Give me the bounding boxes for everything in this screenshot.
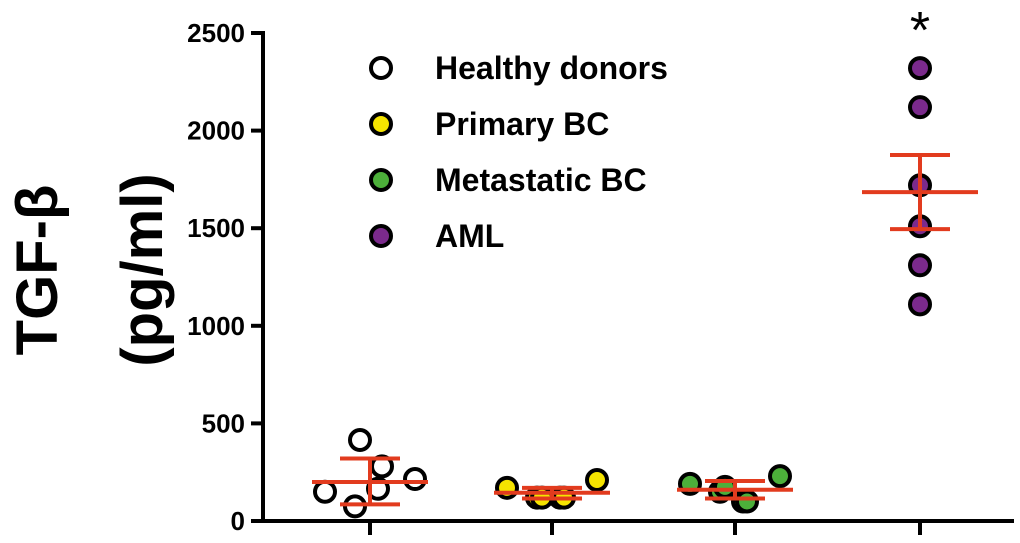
legend-label: Metastatic BC bbox=[435, 162, 647, 198]
data-point bbox=[313, 479, 337, 504]
mean-sem-bars bbox=[312, 153, 978, 507]
y-axis-label-line1: TGF-β bbox=[5, 185, 70, 356]
legend-label: Healthy donors bbox=[435, 50, 668, 86]
legend-marker bbox=[369, 224, 393, 248]
data-point bbox=[908, 95, 932, 120]
y-tick-label: 500 bbox=[202, 408, 245, 438]
y-tick-label: 1500 bbox=[187, 213, 245, 243]
significance-asterisk: * bbox=[910, 2, 930, 60]
y-tick-label: 2500 bbox=[187, 18, 245, 48]
y-ticks: 0 500 1000 1500 2000 2500 bbox=[187, 18, 263, 536]
y-axis-label-line2: (pg/ml) bbox=[110, 173, 175, 366]
legend-label: AML bbox=[435, 218, 504, 254]
y-axis-label: TGF-β (pg/ml) bbox=[5, 173, 175, 366]
data-point bbox=[495, 475, 519, 500]
x-ticks bbox=[368, 521, 922, 535]
data-point bbox=[735, 489, 759, 514]
data-point bbox=[908, 56, 932, 81]
y-tick-label: 2000 bbox=[187, 116, 245, 146]
data-point bbox=[585, 468, 609, 493]
data-point bbox=[348, 427, 372, 452]
legend-marker bbox=[369, 168, 393, 192]
annotations: * bbox=[910, 2, 930, 60]
data-point bbox=[908, 253, 932, 278]
y-tick-label: 1000 bbox=[187, 311, 245, 341]
axes bbox=[261, 31, 1014, 523]
y-tick-label: 0 bbox=[231, 506, 245, 536]
legend: Healthy donors Primary BC Metastatic BC AML bbox=[369, 50, 668, 254]
data-point bbox=[768, 464, 792, 489]
legend-marker bbox=[369, 56, 393, 80]
legend-marker bbox=[369, 112, 393, 136]
legend-label: Primary BC bbox=[435, 106, 609, 142]
data-point bbox=[403, 467, 427, 492]
data-point bbox=[908, 292, 932, 317]
data-points bbox=[313, 56, 932, 519]
